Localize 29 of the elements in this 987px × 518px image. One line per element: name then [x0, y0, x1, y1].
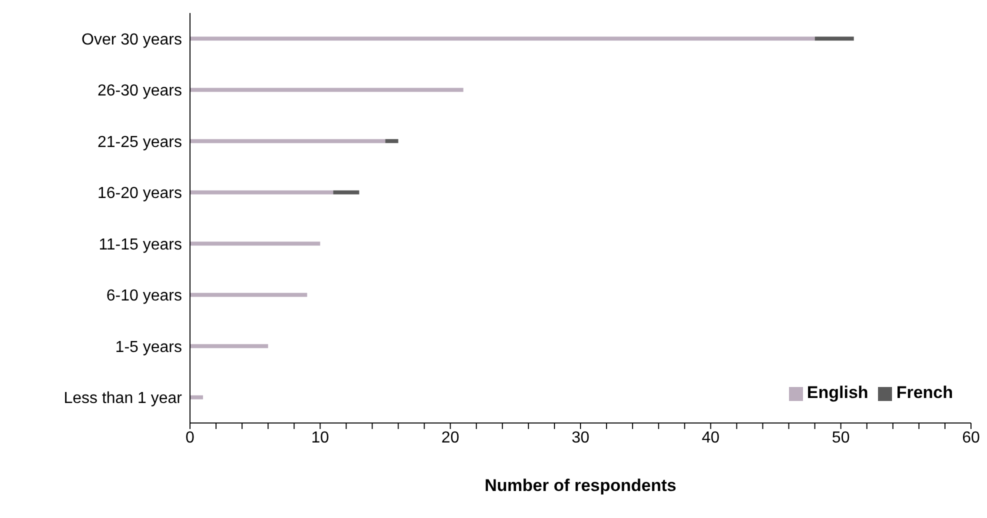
y-tick-label: 21-25 years: [98, 134, 182, 151]
y-tick-label: 26-30 years: [98, 82, 182, 100]
bar: [190, 36, 815, 41]
bar: [190, 292, 308, 297]
x-tick-label: 10: [311, 429, 330, 446]
legend-label: English: [806, 383, 868, 402]
bar: [190, 395, 204, 400]
x-tick-label: 40: [702, 429, 720, 446]
x-tick-label: 30: [572, 429, 590, 446]
y-tick-label: 11-15 years: [98, 236, 182, 254]
x-tick-label: 60: [962, 429, 980, 446]
y-tick-label: 6-10 years: [106, 288, 182, 305]
bar: [190, 139, 386, 144]
x-tick-label: 50: [832, 429, 850, 446]
legend-label: French: [896, 383, 953, 402]
y-tick-label: Over 30 years: [82, 31, 182, 48]
x-tick-label: 20: [441, 429, 460, 446]
bar: [814, 36, 854, 41]
y-tick-label: 16-20 years: [98, 185, 182, 202]
bar: [190, 242, 320, 246]
x-axis-title: Number of respondents: [484, 476, 676, 495]
y-tick-label: 1-5 years: [115, 338, 182, 356]
y-tick-label: Less than 1 year: [64, 390, 183, 408]
x-tick-label: 0: [186, 429, 195, 446]
bar: [190, 344, 268, 348]
bar: [333, 190, 360, 194]
bar: [385, 139, 398, 144]
bar: [190, 88, 464, 92]
bar: [190, 190, 334, 194]
